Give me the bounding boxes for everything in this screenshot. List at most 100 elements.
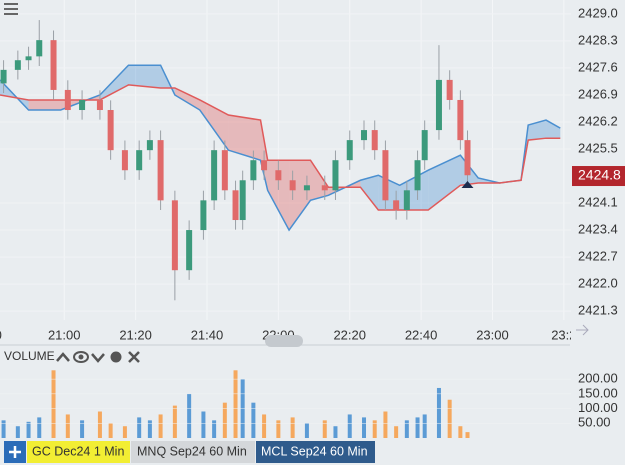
candle-body <box>289 180 296 191</box>
candle-body <box>303 185 310 191</box>
y-tick-label: 2424.1 <box>578 194 618 209</box>
candle-body <box>221 150 228 191</box>
volume-controls[interactable] <box>56 351 140 363</box>
volume-tick-label: 200.00 <box>578 371 618 386</box>
plus-icon <box>9 446 21 458</box>
scroll-arrow[interactable] <box>576 324 589 336</box>
volume-bar <box>347 414 352 438</box>
scrollbar-thumb[interactable] <box>265 335 303 347</box>
volume-bar <box>51 370 56 438</box>
candle-body <box>275 170 282 181</box>
candle-body <box>371 130 378 151</box>
candle-body <box>239 180 246 221</box>
cloud-segment <box>228 115 261 161</box>
volume-bar <box>37 417 42 438</box>
volume-bar <box>26 421 31 438</box>
volume-bar <box>458 426 463 438</box>
plot-layer: :4021:0021:2021:4022:0022:2022:4023:0023… <box>0 0 576 438</box>
cloud-segment <box>310 160 329 201</box>
volume-bar <box>80 420 85 438</box>
position-marker <box>461 181 474 189</box>
volume-bar <box>372 420 377 438</box>
cloud-segment <box>99 65 129 100</box>
volume-bar <box>97 411 102 438</box>
y-tick-label: 2425.5 <box>578 140 618 155</box>
candle-body <box>171 200 178 271</box>
volume-tick-label: 150.00 <box>578 385 618 400</box>
volume-bar <box>262 414 267 438</box>
tab[interactable] <box>256 441 375 463</box>
x-tick-label: :40 <box>0 327 2 342</box>
candle-body <box>435 79 442 131</box>
cloud-segment <box>267 160 290 231</box>
cloud-line <box>0 84 561 211</box>
candle-body <box>0 69 7 84</box>
y-tick-label: 2428.3 <box>578 32 618 47</box>
candle-body <box>157 140 164 201</box>
candle-body <box>146 140 153 151</box>
volume-bar <box>394 426 399 438</box>
volume-bar <box>122 426 127 438</box>
volume-bar <box>233 370 238 438</box>
tab[interactable] <box>27 441 130 463</box>
y-tick-label: 2429.0 <box>578 5 618 20</box>
candle-body <box>261 160 268 171</box>
x-tick-label: 22:20 <box>333 327 366 342</box>
volume-bar <box>383 411 388 438</box>
volume-bar <box>137 417 142 438</box>
volume-bar <box>212 420 217 438</box>
x-tick-label: 21:40 <box>191 327 224 342</box>
cloud-segment <box>289 160 311 231</box>
candle-body <box>403 190 410 210</box>
candle-body <box>107 110 114 151</box>
y-tick-label: 2427.6 <box>578 59 618 74</box>
x-tick-label: 21:00 <box>48 327 81 342</box>
candle-body <box>361 130 368 141</box>
candle-body <box>79 99 86 111</box>
candle-body <box>211 150 218 201</box>
candle-body <box>321 185 328 191</box>
volume-bar <box>362 417 367 438</box>
volume-bar <box>290 417 295 438</box>
menu-icon[interactable] <box>4 3 18 15</box>
volume-bar <box>1 420 6 438</box>
last-price-tag <box>572 166 625 187</box>
cloud-segment <box>28 99 61 111</box>
candle-body <box>421 130 428 161</box>
cloud-segment <box>528 120 547 141</box>
candle-body <box>200 200 207 231</box>
candle-body <box>64 89 71 111</box>
volume-bar <box>251 402 256 438</box>
y-tick-label: 2421.3 <box>578 303 618 318</box>
y-tick-label: 2426.2 <box>578 113 618 128</box>
candle-body <box>446 79 453 100</box>
y-tick-label: 2423.4 <box>578 221 618 236</box>
candle-body <box>382 150 389 201</box>
tab[interactable] <box>131 441 255 463</box>
volume-bar <box>415 417 420 438</box>
volume-bar <box>158 414 163 438</box>
candle-body <box>346 140 353 161</box>
x-tick-label: 23:00 <box>476 327 509 342</box>
tab-label: GC Dec24 1 Min <box>32 444 124 458</box>
tab-label: MNQ Sep24 60 Min <box>137 444 247 458</box>
cloud-segment <box>360 175 379 210</box>
volume-bar <box>333 426 338 438</box>
cloud-segment <box>428 155 461 210</box>
cloud-segment <box>174 88 200 111</box>
candle-body <box>232 190 239 221</box>
volume-tick-label: 100.00 <box>578 400 618 415</box>
volume-bar <box>172 405 177 438</box>
candle-body <box>25 56 32 61</box>
candle-body <box>14 60 21 70</box>
volume-bar <box>222 402 227 438</box>
x-tick-label: 22:40 <box>405 327 438 342</box>
candle-body <box>414 160 421 191</box>
volume-bar <box>436 387 441 438</box>
candle-body <box>50 40 57 90</box>
volume-bar <box>304 423 309 438</box>
candle-body <box>96 99 103 111</box>
x-tick-label: 23:2 <box>551 327 576 342</box>
volume-title: VOLUME <box>4 349 55 363</box>
